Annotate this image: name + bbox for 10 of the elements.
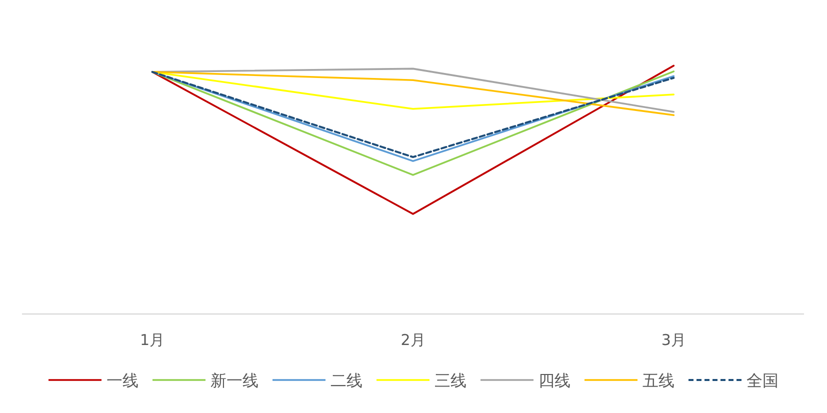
legend-label: 五线 [642,371,674,390]
legend-label: 一线 [106,371,138,390]
x-tick-label: 3月 [661,331,686,349]
legend-label: 新一线 [210,371,258,390]
legend-label: 四线 [538,371,570,390]
x-tick-label: 1月 [140,331,165,349]
x-tick-label: 2月 [400,331,426,349]
legend-label: 全国 [746,371,778,390]
legend-label: 二线 [330,371,362,390]
legend-label: 三线 [434,371,466,390]
